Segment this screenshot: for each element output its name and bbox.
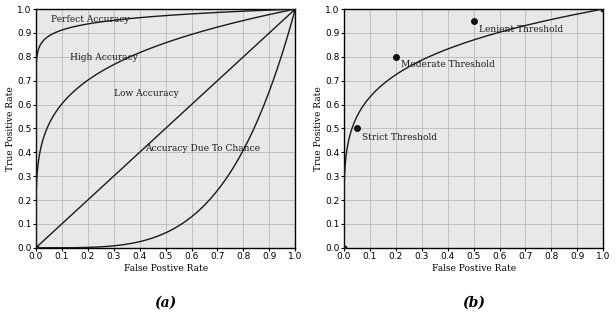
Text: Perfect Accuracy: Perfect Accuracy	[52, 15, 130, 24]
X-axis label: False Postive Rate: False Postive Rate	[123, 264, 208, 273]
Y-axis label: True Positive Rate: True Positive Rate	[314, 86, 323, 171]
Text: Lenient Threshold: Lenient Threshold	[479, 25, 563, 33]
Text: (a): (a)	[155, 295, 177, 310]
Text: Accuracy Due To Chance: Accuracy Due To Chance	[145, 144, 260, 153]
Text: Moderate Threshold: Moderate Threshold	[401, 60, 495, 70]
Text: Low Accuracy: Low Accuracy	[114, 89, 179, 98]
Y-axis label: True Positive Rate: True Positive Rate	[6, 86, 15, 171]
X-axis label: False Postive Rate: False Postive Rate	[431, 264, 516, 273]
Text: High Accuracy: High Accuracy	[70, 53, 137, 62]
Text: (b): (b)	[462, 295, 485, 310]
Text: Strict Threshold: Strict Threshold	[362, 133, 437, 142]
